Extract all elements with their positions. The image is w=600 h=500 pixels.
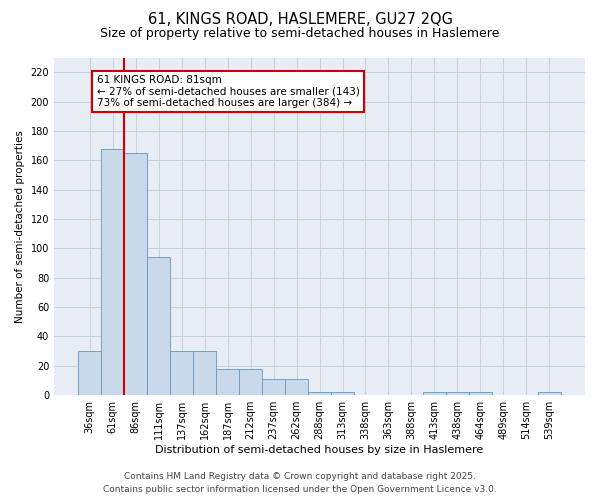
Bar xyxy=(446,392,469,395)
Bar xyxy=(216,369,239,395)
Y-axis label: Number of semi-detached properties: Number of semi-detached properties xyxy=(15,130,25,323)
Text: 61 KINGS ROAD: 81sqm
← 27% of semi-detached houses are smaller (143)
73% of semi: 61 KINGS ROAD: 81sqm ← 27% of semi-detac… xyxy=(97,75,359,108)
Bar xyxy=(124,153,147,395)
X-axis label: Distribution of semi-detached houses by size in Haslemere: Distribution of semi-detached houses by … xyxy=(155,445,484,455)
Bar xyxy=(331,392,354,395)
Bar xyxy=(193,351,216,395)
Bar xyxy=(538,392,561,395)
Bar xyxy=(239,369,262,395)
Bar xyxy=(147,257,170,395)
Bar xyxy=(308,392,331,395)
Text: 61, KINGS ROAD, HASLEMERE, GU27 2QG: 61, KINGS ROAD, HASLEMERE, GU27 2QG xyxy=(148,12,452,28)
Text: Contains HM Land Registry data © Crown copyright and database right 2025.
Contai: Contains HM Land Registry data © Crown c… xyxy=(103,472,497,494)
Bar xyxy=(262,379,285,395)
Bar xyxy=(78,351,101,395)
Bar xyxy=(285,379,308,395)
Bar xyxy=(170,351,193,395)
Bar xyxy=(423,392,446,395)
Text: Size of property relative to semi-detached houses in Haslemere: Size of property relative to semi-detach… xyxy=(100,28,500,40)
Bar xyxy=(469,392,492,395)
Bar xyxy=(101,148,124,395)
